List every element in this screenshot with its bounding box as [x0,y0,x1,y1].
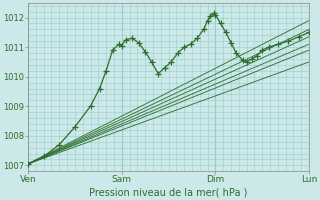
X-axis label: Pression niveau de la mer( hPa ): Pression niveau de la mer( hPa ) [89,187,248,197]
